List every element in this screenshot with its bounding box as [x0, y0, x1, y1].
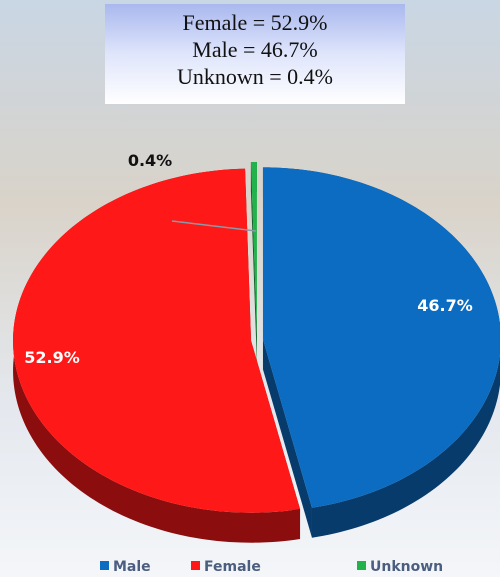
summary-line: Unknown = 0.4%: [177, 64, 333, 89]
legend-label: Male: [113, 559, 151, 575]
legend-label: Female: [204, 559, 261, 575]
value-label: 52.9%: [24, 348, 80, 367]
summary-line: Female = 52.9%: [183, 10, 328, 35]
legend-label: Unknown: [370, 559, 443, 575]
leader-line: [171, 220, 257, 232]
value-label: 46.7%: [417, 296, 473, 315]
slice-edge: [250, 162, 257, 365]
value-label: 0.4%: [128, 151, 172, 170]
legend-swatch: [357, 561, 366, 570]
pie-slice: [13, 168, 301, 513]
summary-box: [105, 4, 405, 104]
pie-slice: [262, 167, 500, 508]
legend-swatch: [191, 561, 200, 570]
pie-slice: [250, 162, 257, 335]
summary-line: Male = 46.7%: [192, 37, 317, 62]
slice-edge: [262, 339, 312, 538]
legend-swatch: [100, 561, 109, 570]
